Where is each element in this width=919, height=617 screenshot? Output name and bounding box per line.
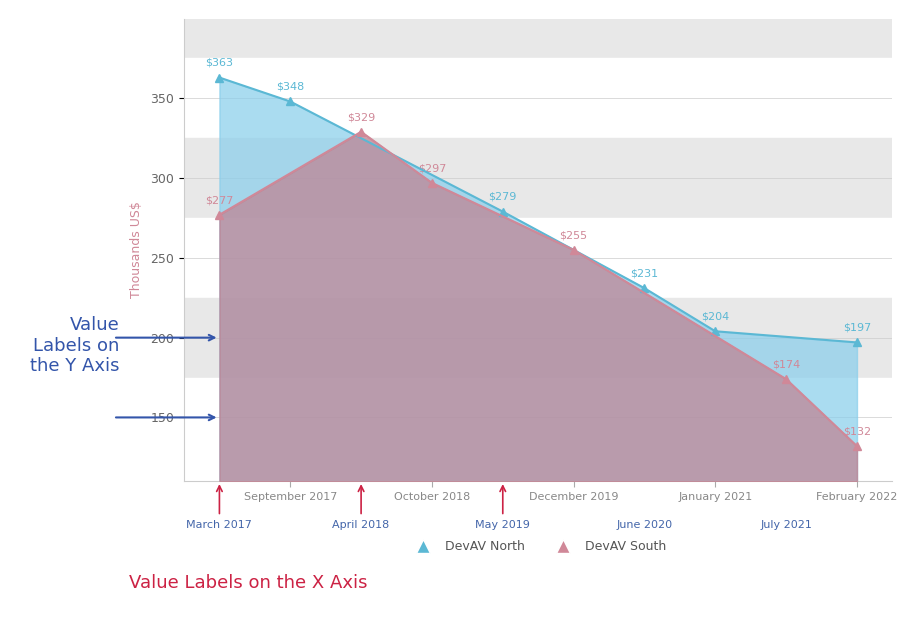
Text: Value
Labels on
the Y Axis: Value Labels on the Y Axis	[30, 316, 119, 375]
Bar	[184, 19, 891, 59]
Text: $204: $204	[700, 312, 729, 321]
Bar	[184, 378, 891, 481]
Bar	[184, 59, 891, 138]
Text: $363: $363	[205, 58, 233, 68]
Text: $297: $297	[417, 163, 446, 173]
Text: $279: $279	[488, 192, 516, 202]
Bar	[184, 218, 891, 298]
Text: $255: $255	[559, 230, 587, 240]
Text: $348: $348	[276, 82, 304, 92]
Text: $174: $174	[771, 360, 800, 370]
Text: July 2021: July 2021	[759, 520, 811, 530]
Legend: DevAV North, DevAV South: DevAV North, DevAV South	[404, 536, 671, 558]
Text: $277: $277	[205, 195, 233, 205]
Text: $132: $132	[842, 426, 870, 436]
Text: $329: $329	[346, 112, 375, 122]
Text: April 2018: April 2018	[332, 520, 390, 530]
Text: Value Labels on the X Axis: Value Labels on the X Axis	[129, 574, 368, 592]
Text: May 2019: May 2019	[475, 520, 529, 530]
Text: March 2017: March 2017	[187, 520, 252, 530]
Bar	[184, 298, 891, 378]
Bar	[184, 138, 891, 218]
Text: $197: $197	[842, 323, 870, 333]
Text: June 2020: June 2020	[616, 520, 672, 530]
Y-axis label: Thousands US$: Thousands US$	[130, 201, 143, 299]
Text: $231: $231	[630, 268, 658, 278]
